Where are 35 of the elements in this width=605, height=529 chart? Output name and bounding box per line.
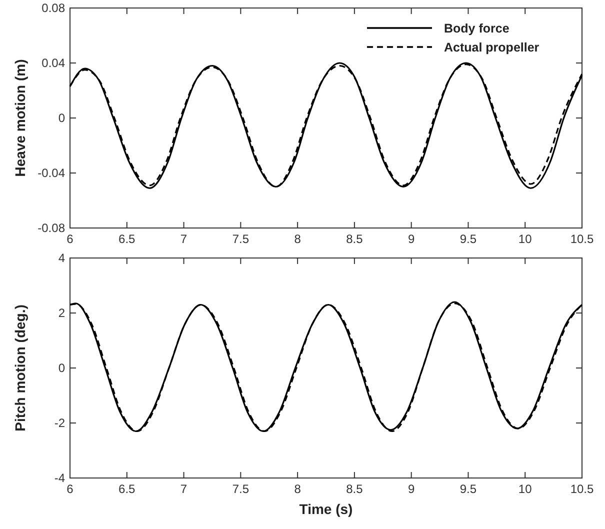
x-tick-label: 10.5: [570, 482, 594, 496]
x-tick-label: 9.5: [460, 482, 477, 496]
text: Body force: [444, 22, 510, 36]
y-tick-label: 0.04: [42, 56, 66, 70]
x-tick-label: 10: [518, 232, 532, 246]
x-tick-label: 8: [294, 482, 302, 496]
y-tick-label: -2: [54, 416, 66, 430]
y-tick-label: -0.04: [38, 166, 66, 180]
x-tick-label: 7: [180, 482, 188, 496]
y-axis-title: Heave motion (m): [12, 59, 28, 177]
x-tick-label: 9.5: [460, 232, 477, 246]
y-axis-title: Pitch motion (deg.): [12, 304, 28, 432]
y-tick-label: 0.08: [42, 1, 66, 15]
series-label: Actual propeller: [444, 40, 540, 54]
y-tick-label: 0: [58, 111, 66, 125]
x-tick-label: 8: [294, 232, 302, 246]
x-tick-label: 6.5: [118, 232, 136, 246]
x-tick-label: 7.5: [232, 232, 250, 246]
x-tick-label: 6: [66, 232, 74, 246]
x-tick-label: 8.5: [346, 232, 364, 246]
y-tick-label: 2: [58, 306, 66, 320]
x-tick-label: 10: [518, 482, 532, 496]
x-tick-label: 7: [180, 232, 188, 246]
y-tick-label: 4: [58, 251, 66, 265]
x-tick-label: 8.5: [346, 482, 364, 496]
x-tick-label: 6.5: [118, 482, 136, 496]
y-tick-label: 0: [58, 361, 66, 375]
y-tick-label: -4: [54, 471, 66, 485]
y-tick-label: -0.08: [38, 221, 66, 235]
x-axis-title: Time (s): [299, 501, 353, 517]
x-tick-label: 10.5: [570, 232, 594, 246]
x-tick-label: 9: [408, 482, 415, 496]
x-tick-label: 9: [408, 232, 415, 246]
x-tick-label: 7.5: [232, 482, 250, 496]
x-tick-label: 6: [66, 482, 74, 496]
